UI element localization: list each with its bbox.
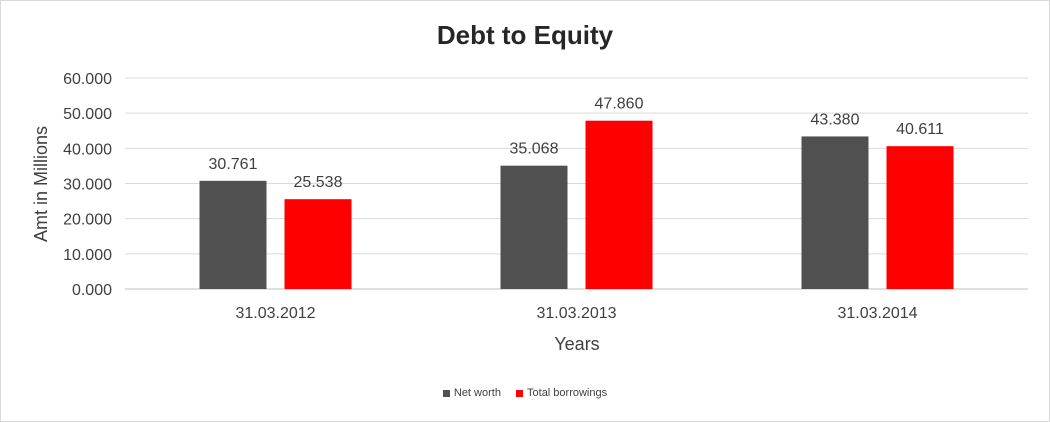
y-axis-label: Amt in Millions — [31, 126, 51, 242]
bars — [199, 120, 954, 289]
bar-total-borrowings — [284, 199, 352, 289]
y-tick-label: 30.000 — [63, 177, 112, 194]
x-axis-label: Years — [554, 334, 599, 354]
data-label: 30.761 — [209, 156, 258, 173]
legend-swatch-total-borrowings — [516, 389, 524, 397]
y-tick-label: 20.000 — [63, 212, 112, 229]
bar-net-worth — [199, 180, 267, 289]
bar-net-worth — [801, 136, 869, 289]
x-tick-labels: 31.03.2012 31.03.2013 31.03.2014 — [235, 305, 917, 322]
legend-swatch-net-worth — [442, 389, 450, 397]
data-label: 35.068 — [510, 141, 559, 158]
data-label: 25.538 — [294, 174, 343, 191]
x-tick-label: 31.03.2013 — [536, 305, 616, 322]
y-tick-label: 60.000 — [63, 71, 112, 88]
x-tick-label: 31.03.2012 — [235, 305, 315, 322]
data-labels: 30.761 25.538 35.068 47.860 43.380 40.611 — [209, 96, 944, 191]
legend-label-total-borrowings: Total borrowings — [527, 387, 608, 399]
x-tick-label: 31.03.2014 — [837, 305, 917, 322]
bar-total-borrowings — [886, 146, 954, 289]
y-tick-label: 40.000 — [63, 141, 112, 158]
data-label: 47.860 — [595, 96, 644, 113]
legend-item-net-worth: Net worth — [442, 387, 501, 399]
bar-net-worth — [500, 165, 568, 289]
legend-item-total-borrowings: Total borrowings — [516, 387, 607, 399]
y-tick-label: 0.000 — [72, 282, 112, 299]
legend: Net worth Total borrowings — [0, 387, 1050, 400]
bar-total-borrowings — [585, 120, 653, 289]
y-tick-label: 10.000 — [63, 247, 112, 264]
y-tick-labels: 0.000 10.000 20.000 30.000 40.000 50.000 60.00… — [63, 71, 112, 299]
data-label: 43.380 — [811, 111, 860, 128]
y-tick-label: 50.000 — [63, 106, 112, 123]
data-label: 40.611 — [896, 121, 944, 138]
legend-label-net-worth: Net worth — [453, 387, 501, 399]
gridlines — [125, 77, 1028, 290]
chart-title: Debt to Equity — [436, 20, 614, 50]
